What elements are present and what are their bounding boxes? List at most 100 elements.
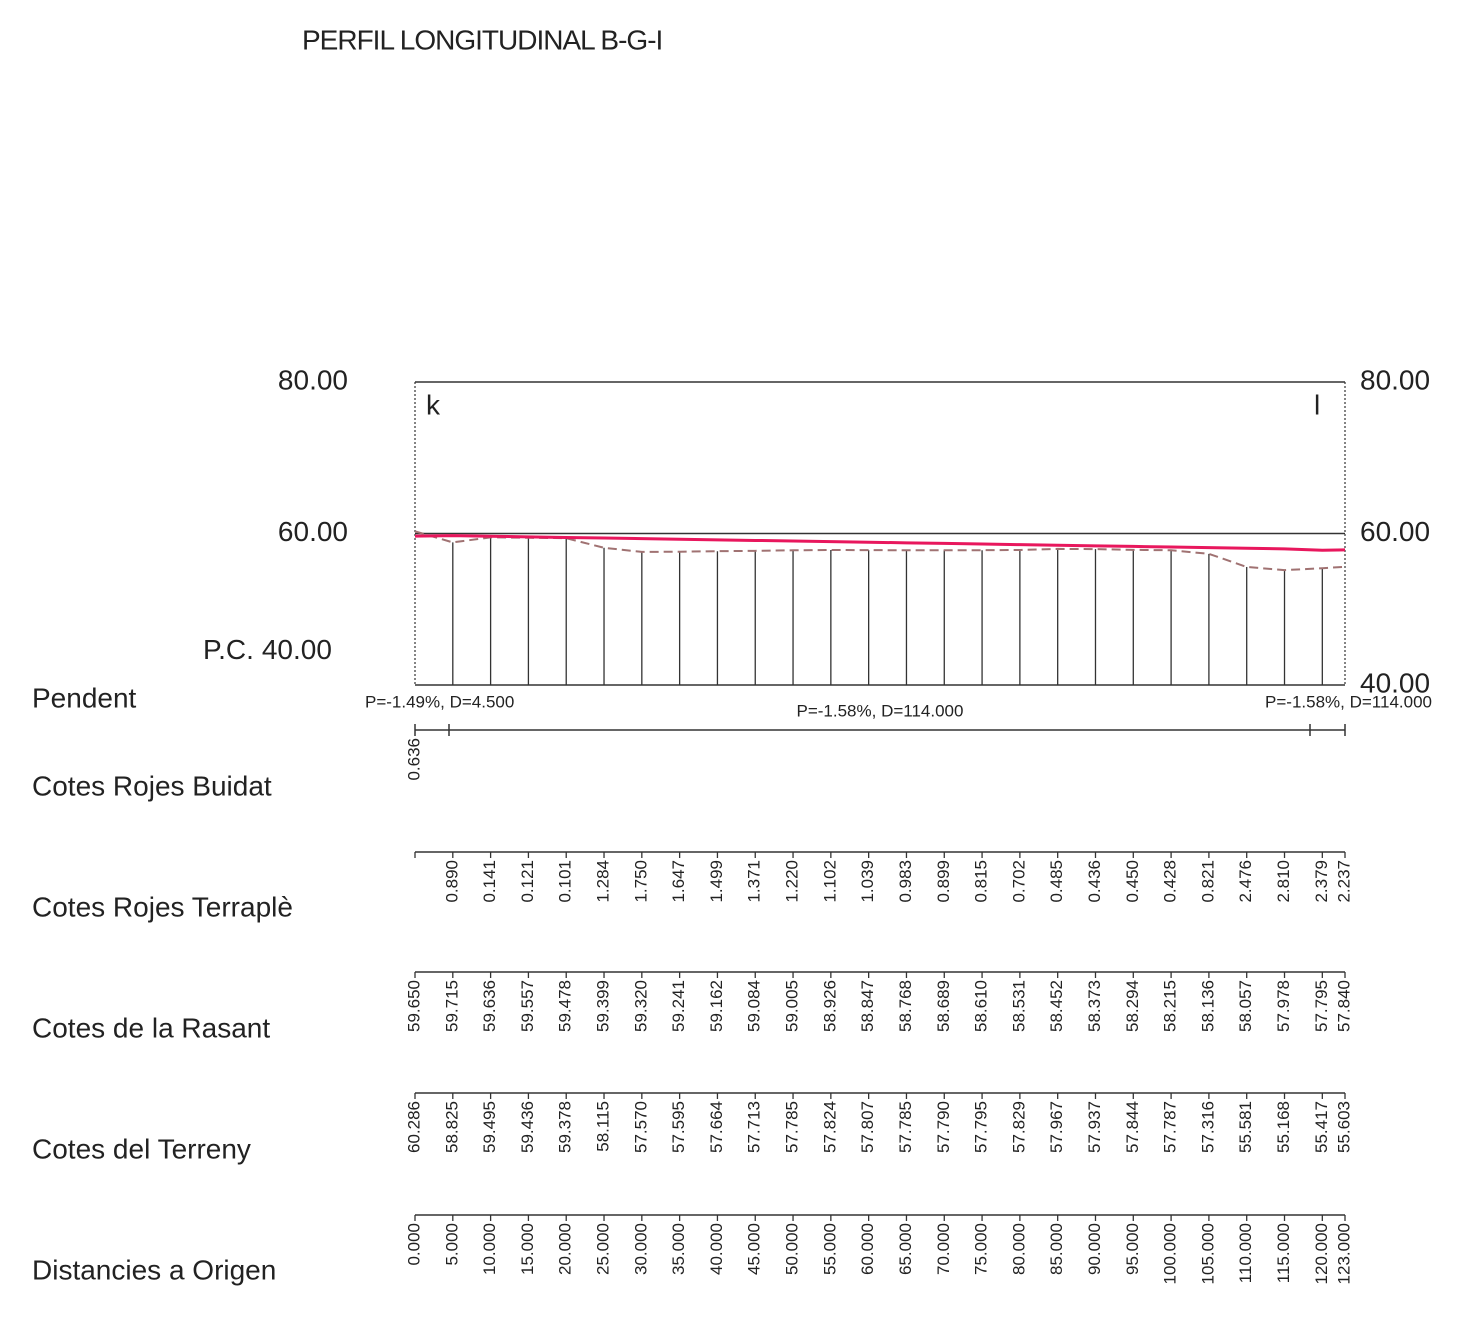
- rasant-line: [414, 534, 1346, 552]
- row-value: 57.713: [745, 1101, 764, 1153]
- row-value: 100.000: [1161, 1223, 1180, 1284]
- row-value: 57.785: [896, 1101, 915, 1153]
- row-value: 55.168: [1274, 1101, 1293, 1153]
- row-value: 57.790: [934, 1101, 953, 1153]
- row-value: 57.785: [783, 1101, 802, 1153]
- row-value: 70.000: [934, 1223, 953, 1275]
- row-value: 15.000: [518, 1223, 537, 1275]
- row-value: 0.121: [518, 860, 537, 903]
- row-value: 55.000: [820, 1223, 839, 1275]
- row-value: 110.000: [1236, 1223, 1255, 1283]
- row-value: 58.847: [858, 980, 877, 1032]
- row-value: 10.000: [480, 1223, 499, 1275]
- row-value: 45.000: [745, 1223, 764, 1275]
- row-value: 59.084: [745, 980, 764, 1032]
- terrain-line: [414, 530, 1346, 572]
- row-value: 59.399: [594, 980, 613, 1032]
- row-value: 57.978: [1274, 980, 1293, 1032]
- row-value: 60.000: [858, 1223, 877, 1275]
- row-value: 0.821: [1198, 860, 1217, 903]
- row-value: 0.436: [1085, 860, 1104, 903]
- row-value: 58.373: [1085, 980, 1104, 1032]
- row-value: 1.220: [783, 860, 802, 903]
- row-value: 58.825: [442, 1101, 461, 1153]
- row-value: 59.436: [518, 1101, 537, 1153]
- row-value: 55.417: [1312, 1101, 1331, 1153]
- row-value: 58.294: [1123, 980, 1142, 1032]
- row-value: 59.162: [707, 980, 726, 1032]
- row-value: 0.702: [1009, 860, 1028, 903]
- row-value: 57.570: [631, 1101, 650, 1153]
- row-value: 115.000: [1274, 1223, 1293, 1283]
- row-value: 2.810: [1274, 860, 1293, 903]
- row-value: 57.937: [1085, 1101, 1104, 1153]
- row-value: 5.000: [442, 1223, 461, 1266]
- row-value: 20.000: [556, 1223, 575, 1275]
- row-value: 35.000: [669, 1223, 688, 1275]
- row-value: 57.807: [858, 1101, 877, 1153]
- row-value: 0.450: [1123, 860, 1142, 903]
- row-value: 2.237: [1334, 860, 1353, 903]
- row-value: 123.000: [1334, 1223, 1353, 1284]
- y-tick-label-right: 60.00: [1360, 516, 1430, 547]
- slope-row-label: Pendent: [32, 682, 137, 713]
- row-value: 40.000: [707, 1223, 726, 1275]
- row-value: 57.795: [972, 1101, 991, 1153]
- row-value: 57.795: [1312, 980, 1331, 1032]
- row-value: 57.787: [1161, 1101, 1180, 1153]
- row-value: 58.689: [934, 980, 953, 1032]
- row-value: 59.005: [783, 980, 802, 1032]
- row-value: 1.499: [707, 860, 726, 903]
- row-value: 57.967: [1047, 1101, 1066, 1153]
- row-value: 1.750: [631, 860, 650, 903]
- row-value: 80.000: [1009, 1223, 1028, 1275]
- datum-label: P.C.: [203, 634, 254, 665]
- start-label: k: [426, 389, 441, 420]
- row-value: 0.428: [1161, 860, 1180, 903]
- row-label: Distancies a Origen: [32, 1254, 276, 1285]
- slope-label: P=-1.49%, D=4.500: [365, 692, 514, 711]
- row-value: 0.485: [1047, 860, 1066, 903]
- row-value: 1.284: [594, 860, 613, 903]
- row-value: 59.378: [556, 1101, 575, 1153]
- row-value: 0.815: [972, 860, 991, 903]
- row-value: 65.000: [896, 1223, 915, 1275]
- row-value: 59.495: [480, 1101, 499, 1153]
- slope-label: P=-1.58%, D=114.000: [1265, 692, 1432, 711]
- row-value: 58.768: [896, 980, 915, 1032]
- row-value: 50.000: [783, 1223, 802, 1275]
- datum-value: 40.00: [262, 634, 332, 665]
- row-value: 58.115: [594, 1101, 613, 1152]
- row-value: 1.102: [820, 860, 839, 903]
- row-value: 57.829: [1009, 1101, 1028, 1153]
- row-value: 105.000: [1198, 1223, 1217, 1284]
- row-value: 57.840: [1334, 980, 1353, 1032]
- row-value: 57.595: [669, 1101, 688, 1153]
- row-value: 58.610: [972, 980, 991, 1032]
- y-tick-label-left: 60.00: [278, 516, 348, 547]
- row-value: 55.603: [1334, 1101, 1353, 1153]
- row-value: 59.320: [631, 980, 650, 1032]
- row-value: 59.650: [404, 980, 423, 1032]
- row-value: 58.926: [820, 980, 839, 1032]
- row-value: 57.844: [1123, 1101, 1142, 1153]
- slope-label: P=-1.58%, D=114.000: [797, 701, 964, 720]
- row-value: 59.636: [480, 980, 499, 1032]
- row-value: 58.136: [1198, 980, 1217, 1032]
- chart-title: PERFIL LONGITUDINAL B-G-I: [302, 24, 662, 55]
- row-value: 1.371: [745, 860, 764, 903]
- row-value: 0.000: [404, 1223, 423, 1266]
- row-value: 59.478: [556, 980, 575, 1032]
- row-value: 60.286: [404, 1101, 423, 1153]
- row-value: 58.531: [1009, 980, 1028, 1032]
- row-value: 0.141: [480, 860, 499, 903]
- row-value: 85.000: [1047, 1223, 1066, 1275]
- row-value: 120.000: [1312, 1223, 1331, 1284]
- row-label: Cotes Rojes Buidat: [32, 770, 272, 801]
- row-value: 55.581: [1236, 1101, 1255, 1153]
- row-value: 59.241: [669, 980, 688, 1032]
- row-value: 1.039: [858, 860, 877, 903]
- row-value: 75.000: [972, 1223, 991, 1275]
- row-value: 2.476: [1236, 860, 1255, 903]
